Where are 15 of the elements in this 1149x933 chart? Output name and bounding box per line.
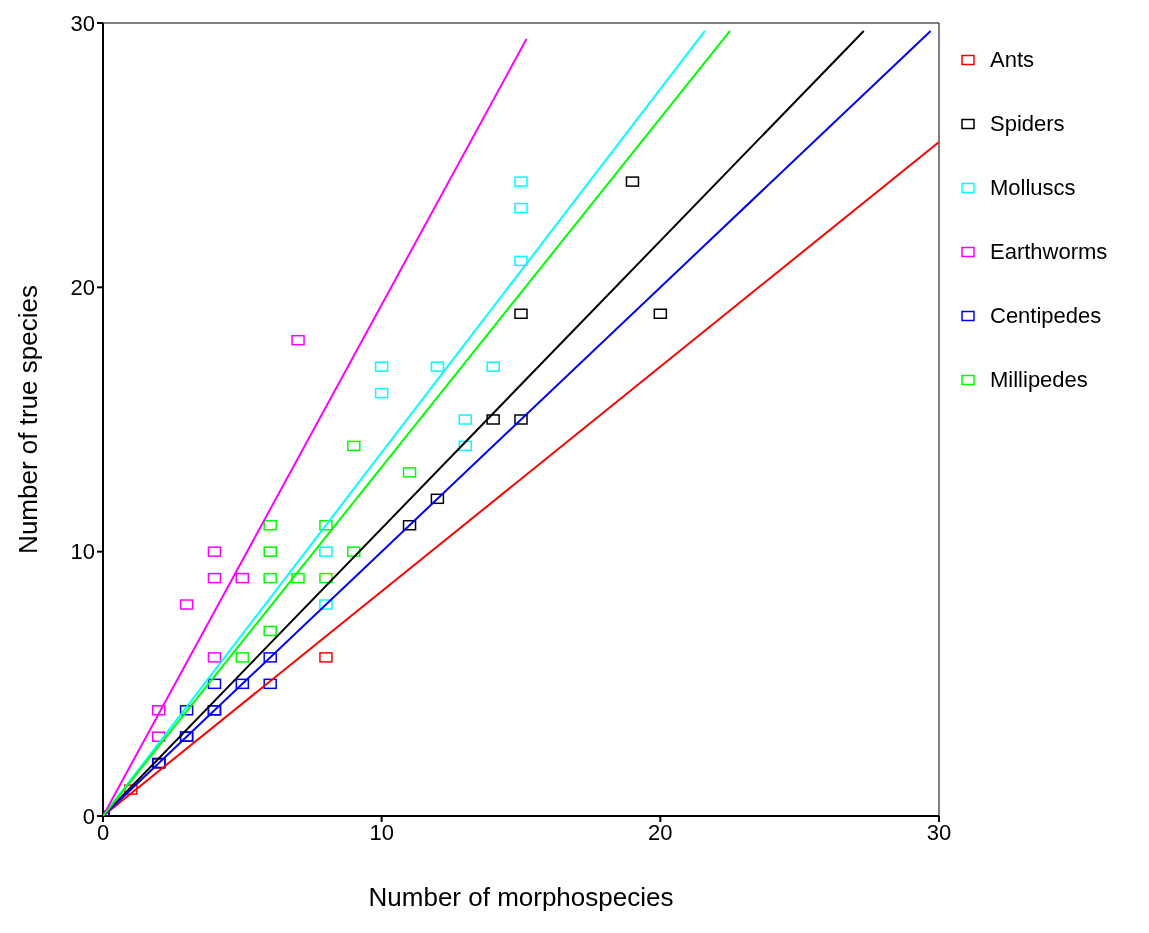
legend-label: Spiders bbox=[990, 111, 1065, 137]
y-tick-label: 20 bbox=[70, 275, 95, 301]
legend-label: Centipedes bbox=[990, 303, 1102, 329]
legend-label: Millipedes bbox=[990, 367, 1088, 393]
x-tick-label: 30 bbox=[926, 819, 952, 845]
legend-label: Molluscs bbox=[990, 175, 1076, 201]
x-axis-title: Number of morphospecies bbox=[368, 882, 674, 912]
x-tick-label: 10 bbox=[369, 819, 394, 845]
y-axis-title: Number of true species bbox=[13, 285, 44, 554]
x-tick-label: 20 bbox=[648, 819, 673, 845]
legend-label: Ants bbox=[990, 47, 1035, 73]
legend-label: Earthworms bbox=[990, 239, 1108, 265]
y-tick-label: 0 bbox=[82, 803, 95, 829]
y-tick-label: 30 bbox=[70, 10, 95, 36]
y-tick-label: 10 bbox=[70, 539, 95, 565]
